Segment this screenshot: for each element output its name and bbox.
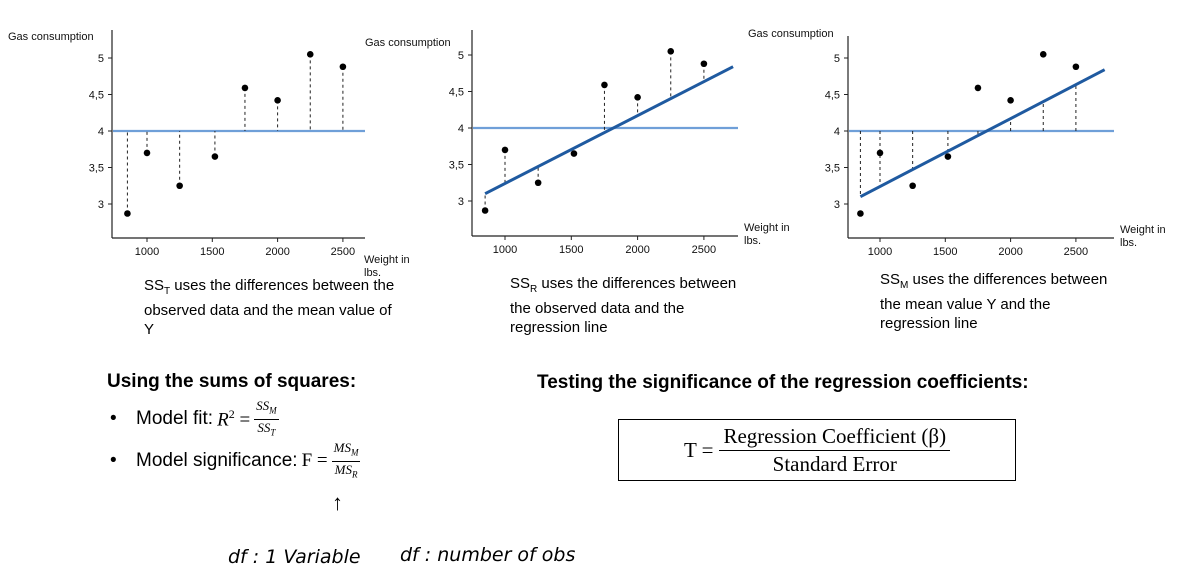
model-significance-label: Model significance:	[136, 450, 298, 472]
model-significance-fraction: MSM MSR	[331, 440, 361, 480]
data-point	[857, 210, 864, 217]
y-tick-label: 5	[98, 53, 104, 65]
up-arrow-icon: ↑	[332, 490, 343, 515]
t-statistic-lhs: T =	[683, 437, 714, 462]
data-point	[481, 207, 489, 214]
x-tick-label: 1000	[868, 246, 892, 258]
caption-ss-model: SSM uses the differences between the mea…	[880, 271, 1108, 332]
x-axis-label: Weight in lbs.	[364, 254, 410, 279]
x-tick-label: 2000	[625, 244, 649, 256]
y-tick-label: 4	[458, 123, 464, 135]
model-fit-label: Model fit:	[136, 408, 214, 430]
data-point	[1007, 97, 1014, 104]
caption-ss-total: SST uses the differences between the obs…	[144, 277, 395, 338]
data-point	[211, 153, 219, 160]
x-axis-label: Weight in lbs.	[744, 222, 790, 247]
x-axis-label: Weight in lbs.	[1120, 224, 1166, 249]
data-point	[274, 97, 281, 104]
y-tick-label: 5	[834, 53, 840, 65]
y-tick-label: 4,5	[89, 90, 104, 102]
x-tick-label: 2500	[692, 244, 716, 256]
data-point	[944, 153, 952, 160]
sums-of-squares-heading: Using the sums of squares:	[107, 371, 357, 392]
y-tick-label: 3,5	[449, 160, 464, 172]
handwritten-note-df-obs: df : number of obs	[400, 544, 576, 566]
model-fit-fraction: SSM SST	[254, 398, 279, 438]
y-axis-label: Gas consumption	[365, 37, 451, 49]
data-point	[634, 94, 641, 101]
data-point	[241, 84, 249, 92]
x-tick-label: 1000	[493, 244, 517, 256]
chart-ss-model: 3 3,5 4 4,5 5 1000 1500 2000 2500 Gas consumption…	[748, 28, 1166, 258]
data-point	[306, 51, 314, 58]
t-statistic-formula: T = Regression Coefficient (β) Standard …	[618, 419, 1016, 481]
bullet-icon: •	[110, 450, 117, 472]
model-significance-lhs: F =	[301, 450, 328, 472]
data-point	[143, 149, 151, 157]
y-tick-label: 3,5	[825, 163, 840, 175]
t-statistic-fraction: Regression Coefficient (β) Standard Erro…	[719, 423, 951, 478]
x-tick-label: 2500	[1064, 246, 1088, 258]
handwritten-note-df-variable: df : 1 Variable	[228, 546, 361, 568]
data-point	[1072, 63, 1080, 71]
data-point	[667, 48, 675, 55]
y-axis-label: Gas consumption	[8, 31, 94, 43]
data-point	[700, 60, 708, 68]
model-fit-line: • Model fit: R2 = SSM SST	[110, 398, 279, 440]
regression-line	[484, 65, 734, 196]
y-tick-label: 4	[98, 126, 104, 138]
chart-ss-total: 3 3,5 4 4,5 5 1000 1500 2000 2500 Gas consumption…	[8, 30, 410, 279]
model-significance-line: • Model significance: F = MSM MSR	[110, 440, 361, 482]
data-point	[1039, 51, 1047, 58]
data-point	[176, 182, 183, 190]
x-tick-label: 1500	[559, 244, 583, 256]
coefficient-test-heading: Testing the significance of the regressi…	[537, 372, 1029, 393]
data-point	[876, 149, 884, 157]
y-tick-label: 4,5	[449, 87, 464, 99]
chart-ss-regression: 3 3,5 4 4,5 5 1000 1500 2000 2500 Gas consumption…	[365, 30, 790, 256]
y-tick-label: 3,5	[89, 163, 104, 175]
x-tick-label: 1500	[933, 246, 957, 258]
bullet-icon: •	[110, 408, 117, 430]
x-tick-label: 2500	[331, 246, 355, 258]
y-axis-label: Gas consumption	[748, 28, 834, 40]
x-tick-label: 1000	[135, 246, 159, 258]
regression-line	[859, 68, 1106, 199]
data-point	[601, 81, 608, 89]
y-tick-label: 3	[98, 199, 104, 211]
x-tick-label: 1500	[200, 246, 224, 258]
data-point	[570, 150, 578, 157]
y-tick-label: 5	[458, 50, 464, 62]
data-point	[501, 146, 509, 154]
caption-ss-regression: SSR uses the differences between the obs…	[510, 275, 737, 336]
data-point	[339, 63, 347, 71]
data-point	[534, 179, 542, 187]
y-tick-label: 3	[458, 196, 464, 208]
y-tick-label: 4,5	[825, 90, 840, 102]
y-tick-label: 3	[834, 199, 840, 211]
x-tick-label: 2000	[265, 246, 289, 258]
x-tick-label: 2000	[998, 246, 1022, 258]
data-point	[974, 84, 982, 92]
data-point	[909, 182, 916, 190]
y-tick-label: 4	[834, 126, 840, 138]
data-point	[124, 210, 131, 217]
model-fit-lhs: R2 =	[217, 406, 251, 431]
